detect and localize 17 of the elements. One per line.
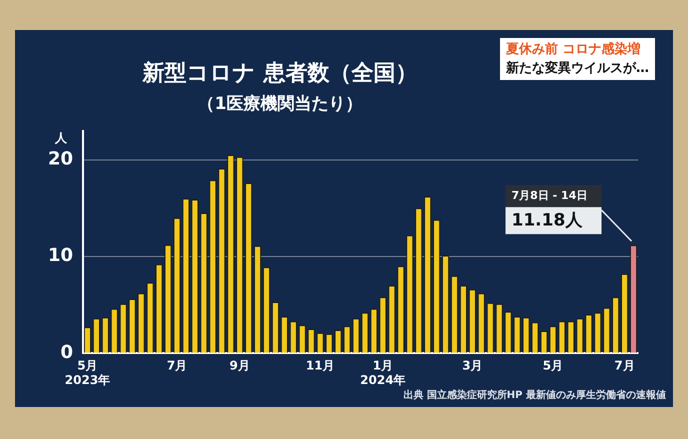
x-tick-label: 3月 — [462, 358, 483, 373]
annotation: 7月8日 - 14日 — [512, 188, 588, 202]
x-tick-label: 9月 — [229, 358, 250, 373]
text: 新たな変異ウイルスが… — [506, 60, 649, 78]
x-tick-label: 7月 — [166, 358, 188, 373]
x-tick-label: 1月 2024年 — [360, 358, 406, 387]
y-tick-label: 10 — [48, 245, 73, 266]
chart-subtitle: （1医療機関当たり） — [196, 93, 364, 115]
chart-title: 新型コロナ 患者数（全国） — [141, 60, 418, 88]
x-tick-label: 7月 — [614, 358, 635, 373]
source-note: 出典 国立感染症研究所HP 最新値のみ厚生労働省の速報値 — [403, 388, 666, 402]
text: 夏休み前 コロナ感染増 — [506, 40, 642, 59]
x-tick-label: 5月 — [542, 358, 564, 373]
data-label: 11.18人 — [512, 210, 584, 231]
x-tick-label: 11月 — [306, 358, 335, 373]
y-tick-label: 20 — [48, 148, 73, 170]
y-axis-title: 人 — [54, 130, 68, 145]
